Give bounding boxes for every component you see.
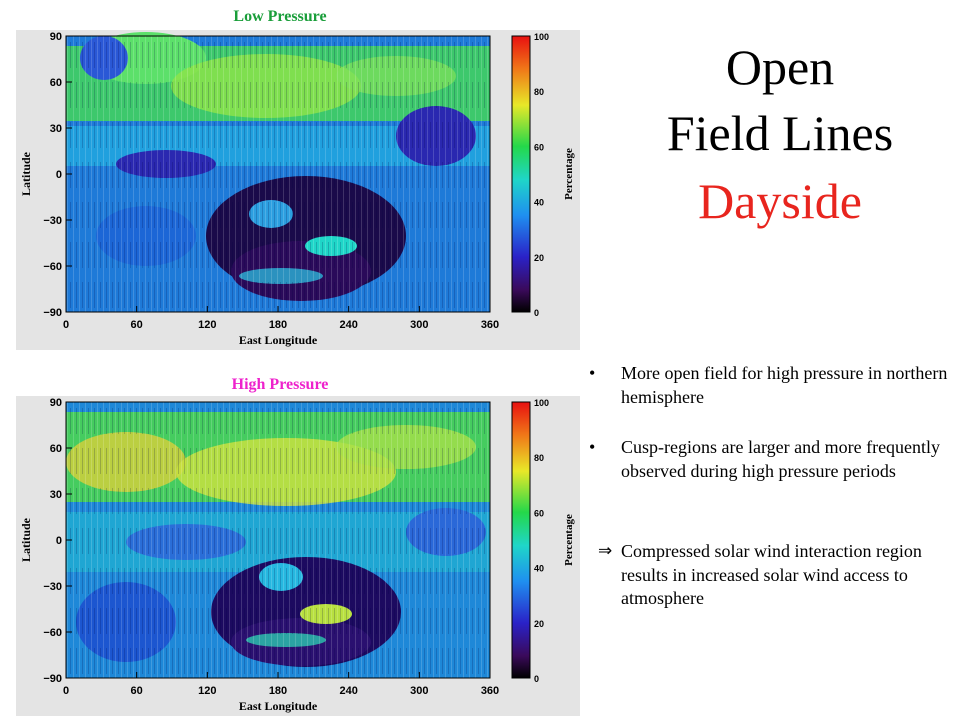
- high-x-tick-label: 240: [339, 685, 357, 697]
- implies-arrow-icon: ⇒: [598, 541, 613, 561]
- high-x-tick-label: 120: [198, 685, 216, 697]
- low-colorbar-label: Percentage: [563, 148, 575, 200]
- bullet-text-1: More open field for high pressure in nor…: [621, 363, 948, 407]
- high-y-tick-label: −90: [43, 673, 62, 685]
- low-ylabel: Latitude: [19, 151, 33, 196]
- high-x-tick-label: 180: [269, 685, 287, 697]
- low-colorbar-tick-label: 0: [534, 308, 539, 318]
- bullet-marker-2: •: [589, 437, 596, 457]
- low-x-tick-label: 180: [269, 319, 287, 331]
- slide-title-field-lines: Field Lines: [666, 105, 894, 161]
- high-pressure-map-figure: 0 60 120 180 240 300 360 90 60 30 0 −30 −60 −90 100 80 6…: [16, 396, 580, 716]
- high-ylabel: Latitude: [19, 517, 33, 562]
- low-colorbar-tick-label: 100: [534, 32, 549, 42]
- low-x-tick-label: 300: [410, 319, 428, 331]
- slide-title-dayside: Dayside: [698, 173, 862, 229]
- high-y-tick-label: 60: [50, 443, 62, 455]
- low-colorbar-tick-label: 40: [534, 198, 544, 208]
- bullet-text-3: Compressed solar wind interaction region…: [621, 541, 922, 608]
- high-x-tick-label: 60: [131, 685, 143, 697]
- high-colorbar-tick-label: 80: [534, 453, 544, 463]
- low-y-tick-label: 30: [50, 123, 62, 135]
- low-x-tick-label: 60: [131, 319, 143, 331]
- high-pressure-map-area: [65, 401, 491, 679]
- low-y-tick-label: 60: [50, 77, 62, 89]
- low-y-tick-label: −30: [43, 215, 62, 227]
- high-y-tick-label: 0: [56, 535, 62, 547]
- high-colorbar-tick-label: 60: [534, 508, 544, 518]
- high-y-tick-label: 30: [50, 489, 62, 501]
- low-xlabel: East Longitude: [239, 333, 318, 347]
- low-y-tick-label: −90: [43, 307, 62, 319]
- low-pressure-colorbar: [511, 35, 531, 313]
- high-colorbar-tick-label: 100: [534, 398, 549, 408]
- high-x-tick-label: 300: [410, 685, 428, 697]
- low-y-tick-label: −60: [43, 261, 62, 273]
- low-x-tick-label: 360: [481, 319, 499, 331]
- bullet-marker-1: •: [589, 363, 596, 383]
- low-x-tick-label: 240: [339, 319, 357, 331]
- low-x-tick-label: 0: [63, 319, 69, 331]
- high-colorbar-tick-label: 0: [534, 674, 539, 684]
- low-pressure-axes: 0 60 120 180 240 300 3609060300−30−60−90100806…: [19, 31, 575, 347]
- high-colorbar-label: Percentage: [563, 514, 575, 566]
- high-y-tick-label: −30: [43, 581, 62, 593]
- high-pressure-colorbar: [511, 401, 531, 679]
- low-pressure-map-area: [65, 32, 491, 313]
- bullet-text-2: Cusp-regions are larger and more frequen…: [621, 437, 941, 481]
- low-colorbar-tick-label: 20: [534, 253, 544, 263]
- high-colorbar-tick-label: 20: [534, 619, 544, 629]
- high-x-tick-label: 360: [481, 685, 499, 697]
- high-x-tick-label: 0: [63, 685, 69, 697]
- high-y-tick-label: −60: [43, 627, 62, 639]
- low-pressure-title: Low Pressure: [233, 8, 327, 25]
- high-pressure-map-svg: 0 60 120 180 240 300 3609060300−30−60−90100806…: [19, 397, 575, 713]
- slide-title-open: Open: [725, 39, 835, 95]
- low-colorbar-tick-label: 80: [534, 87, 544, 97]
- low-y-tick-label: 0: [56, 169, 62, 181]
- low-x-tick-label: 120: [198, 319, 216, 331]
- low-colorbar-tick-label: 60: [534, 142, 544, 152]
- low-pressure-map-svg: 0 60 120 180 240 300 3609060300−30−60−90100806…: [19, 31, 575, 347]
- low-y-tick-label: 90: [50, 31, 62, 43]
- high-pressure-title: High Pressure: [231, 376, 329, 393]
- high-xlabel: East Longitude: [239, 699, 318, 713]
- high-y-tick-label: 90: [50, 397, 62, 409]
- high-colorbar-tick-label: 40: [534, 564, 544, 574]
- low-pressure-map-figure: 0 60 120 180 240 300 360 90 60 30 0 −30 −60 −90 100 80 6…: [16, 30, 580, 350]
- high-pressure-axes: 0 60 120 180 240 300 3609060300−30−60−90100806…: [19, 397, 575, 713]
